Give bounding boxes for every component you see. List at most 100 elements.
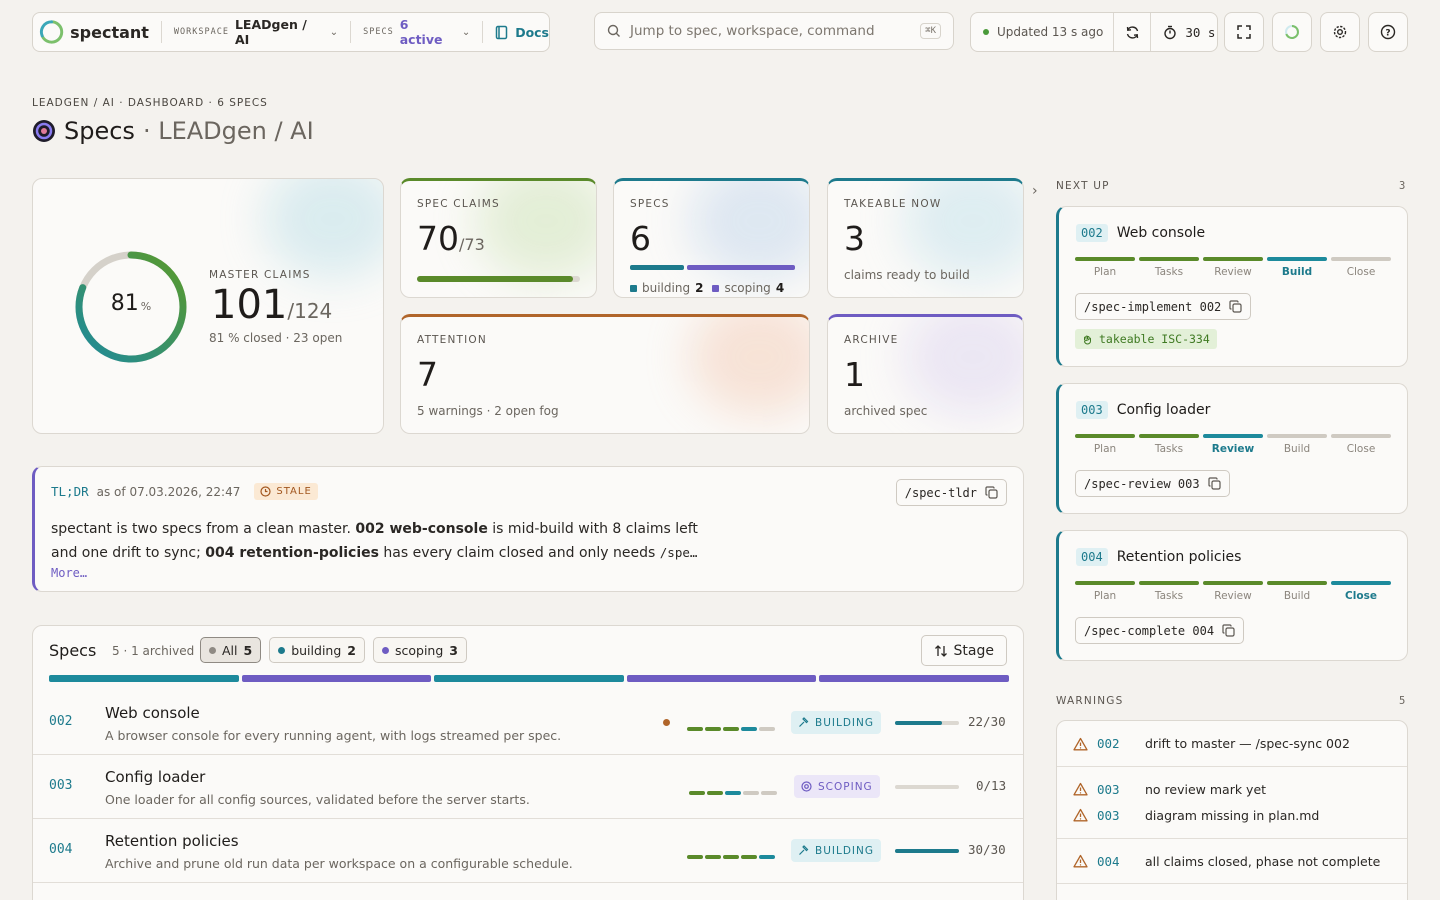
- warning-item[interactable]: 003 no review mark yet: [1057, 777, 1407, 801]
- specs-selector[interactable]: SPECS 6 active ⌄: [363, 17, 470, 47]
- spec-id-badge: 003: [1076, 401, 1108, 419]
- table-row[interactable]: 004 Retention policies Archive and prune…: [33, 819, 1023, 883]
- live-status-dot: [983, 29, 989, 35]
- clock-icon: [260, 486, 271, 497]
- updated-text: Updated 13 s ago: [997, 25, 1104, 39]
- filter-all[interactable]: All 5: [200, 637, 262, 663]
- docs-link[interactable]: Docs: [495, 25, 549, 40]
- timer-value: 30 s: [1185, 24, 1216, 40]
- tldr-card: TL;DR as of 07.03.2026, 22:47 STALE /spe…: [32, 466, 1024, 592]
- table-row[interactable]: 003 Config loader One loader for all con…: [33, 755, 1023, 819]
- warning-text: drift to master — /spec-sync 002: [1145, 736, 1350, 751]
- gear-icon: [1333, 25, 1347, 39]
- warning-triangle-icon: [1073, 782, 1088, 796]
- help-button[interactable]: ?: [1368, 12, 1408, 52]
- command-chip[interactable]: /spec-review 003: [1075, 470, 1230, 497]
- attention-sub: 5 warnings · 2 open fog: [417, 404, 559, 418]
- hand-icon: [1083, 335, 1091, 345]
- warnings-label: WARNINGS: [1056, 695, 1124, 707]
- next-up-card[interactable]: 002 Web console Plan Tasks Review Build …: [1056, 206, 1408, 367]
- attention-value: 7: [417, 355, 438, 394]
- stage-bar-close: [1331, 257, 1391, 261]
- fullscreen-icon: [1237, 25, 1251, 39]
- building-segment: [630, 265, 684, 270]
- stage-label: Close: [1346, 266, 1376, 278]
- divider: [482, 21, 484, 43]
- phase-dashes: [689, 784, 779, 799]
- target-icon: [801, 781, 812, 792]
- activity-ring-icon: [1285, 25, 1299, 39]
- specs-count-label: SPECS: [630, 198, 670, 210]
- attention-label: ATTENTION: [417, 334, 487, 346]
- stage-bar-review: [1203, 434, 1263, 438]
- spec-claims-progress-track: [417, 276, 580, 282]
- status-badge: BUILDING: [791, 711, 882, 734]
- stage-bar-tasks: [1139, 581, 1199, 585]
- next-up-count: 3: [1399, 180, 1406, 192]
- search-shortcut: ⌘K: [920, 23, 941, 39]
- warning-item[interactable]: 002 drift to master — /spec-sync 002: [1057, 721, 1407, 767]
- row-progress-text: 0/13: [976, 778, 1007, 793]
- next-up-card-header: 003 Config loader: [1076, 401, 1210, 419]
- stage-label: Build: [1283, 443, 1311, 455]
- stale-badge: STALE: [254, 483, 318, 500]
- stage-strip-segment: [49, 675, 239, 682]
- hammer-icon: [799, 845, 809, 855]
- tldr-command-chip[interactable]: /spec-tldr: [895, 479, 1007, 506]
- warnings-list: 002 drift to master — /spec-sync 002 003…: [1056, 720, 1408, 900]
- settings-button[interactable]: [1320, 12, 1360, 52]
- stage-label: Close: [1346, 443, 1376, 455]
- tldr-header: TL;DR as of 07.03.2026, 22:47 STALE: [51, 483, 318, 500]
- specs-table-title: Specs: [49, 641, 97, 660]
- tldr-command: /spec-tldr: [904, 485, 977, 500]
- stage-bar-build: [1267, 434, 1327, 438]
- next-up-card[interactable]: 003 Config loader Plan Tasks Review Buil…: [1056, 383, 1408, 514]
- spec-id-badge: 002: [1076, 224, 1108, 242]
- collapse-rail-chevron-icon[interactable]: ›: [1032, 183, 1038, 199]
- stage-bar-build: [1267, 581, 1327, 585]
- stage-bar-review: [1203, 257, 1263, 261]
- scoping-swatch: [712, 284, 720, 292]
- takeable-value: 3: [844, 219, 865, 258]
- stage-sort-button[interactable]: Stage: [920, 635, 1007, 666]
- search-input[interactable]: Jump to spec, workspace, command: [630, 23, 875, 39]
- command-chip[interactable]: /spec-implement 002: [1075, 293, 1252, 320]
- warning-text: all claims closed, phase not complete: [1145, 853, 1381, 869]
- warning-item[interactable]: 003 diagram missing in plan.md: [1057, 803, 1407, 827]
- tldr-asof: as of 07.03.2026, 22:47: [96, 484, 241, 499]
- building-swatch: [630, 284, 637, 292]
- table-row[interactable]: 002 Web console A browser console for ev…: [33, 691, 1023, 755]
- workspace-label: WORKSPACE: [173, 27, 229, 37]
- next-up-card[interactable]: 004 Retention policies Plan Tasks Review…: [1056, 530, 1408, 661]
- specs-count-card: SPECS 6 building 2 scoping 4: [613, 178, 810, 298]
- refresh-button[interactable]: [1114, 25, 1150, 40]
- specs-legend: building 2 scoping 4: [630, 281, 784, 295]
- archive-sub: archived spec: [844, 404, 928, 418]
- search-bar[interactable]: Jump to spec, workspace, command ⌘K: [594, 12, 954, 50]
- filter-building[interactable]: building 2: [269, 637, 365, 663]
- filter-scoping[interactable]: scoping 3: [372, 637, 467, 663]
- warning-item[interactable]: 004 all claims closed, phase not complet…: [1057, 839, 1407, 884]
- drift-dot: [663, 719, 670, 726]
- spec-claims-value: 70/73: [417, 219, 485, 258]
- fullscreen-button[interactable]: [1224, 12, 1264, 52]
- refresh-icon: [1126, 25, 1139, 39]
- divider: [1057, 838, 1407, 839]
- hammer-icon: [799, 717, 809, 727]
- command-chip[interactable]: /spec-complete 004: [1075, 617, 1245, 644]
- activity-button[interactable]: [1272, 12, 1312, 52]
- master-percent-unit: %: [140, 300, 152, 313]
- brand-workspace-bar: spectant WORKSPACE LEADgen / AI ⌄ SPECS …: [32, 12, 550, 52]
- tldr-more-link[interactable]: More…: [51, 566, 88, 580]
- stage-bar-review: [1203, 581, 1263, 585]
- stage-strip-segment: [434, 675, 624, 682]
- book-icon: [495, 25, 508, 39]
- master-claims-label: MASTER CLAIMS: [209, 269, 311, 281]
- master-claims-card: 81% MASTER CLAIMS 101/124 81 % closed · …: [32, 178, 384, 434]
- command-text: /spec-review 003: [1084, 476, 1200, 491]
- specs-label: SPECS: [363, 27, 394, 37]
- master-percent: 81%: [71, 291, 191, 316]
- workspace-selector[interactable]: WORKSPACE LEADgen / AI ⌄: [174, 17, 338, 47]
- auto-refresh-timer[interactable]: 30 s: [1151, 25, 1215, 40]
- row-progress-track: [895, 785, 959, 789]
